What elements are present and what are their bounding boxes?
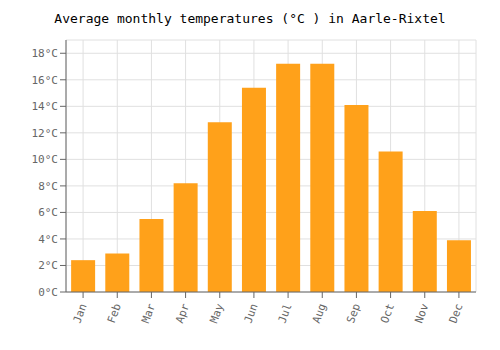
svg-text:Aug: Aug [310, 302, 329, 325]
svg-text:Nov: Nov [412, 302, 431, 325]
svg-text:May: May [207, 302, 226, 325]
svg-text:Apr: Apr [173, 302, 192, 325]
svg-text:6°C: 6°C [38, 206, 58, 219]
svg-text:12°C: 12°C [32, 127, 59, 140]
svg-text:Oct: Oct [378, 302, 397, 325]
svg-text:Sep: Sep [344, 302, 363, 325]
svg-text:Dec: Dec [446, 302, 465, 325]
svg-text:16°C: 16°C [32, 74, 59, 87]
svg-text:Mar: Mar [139, 302, 158, 325]
svg-text:10°C: 10°C [32, 153, 59, 166]
svg-text:8°C: 8°C [38, 180, 58, 193]
svg-text:Jun: Jun [241, 302, 260, 325]
svg-text:0°C: 0°C [38, 286, 58, 299]
svg-text:4°C: 4°C [38, 233, 58, 246]
svg-text:18°C: 18°C [32, 47, 59, 60]
svg-text:Jul: Jul [276, 302, 295, 325]
svg-text:Jan: Jan [71, 302, 90, 325]
svg-text:Feb: Feb [105, 302, 124, 325]
svg-text:2°C: 2°C [38, 259, 58, 272]
html-text:Average monthly temperatures (: Average monthly temperatures (°C ) in Aa… [54, 11, 446, 26]
svg-text:14°C: 14°C [32, 100, 59, 113]
